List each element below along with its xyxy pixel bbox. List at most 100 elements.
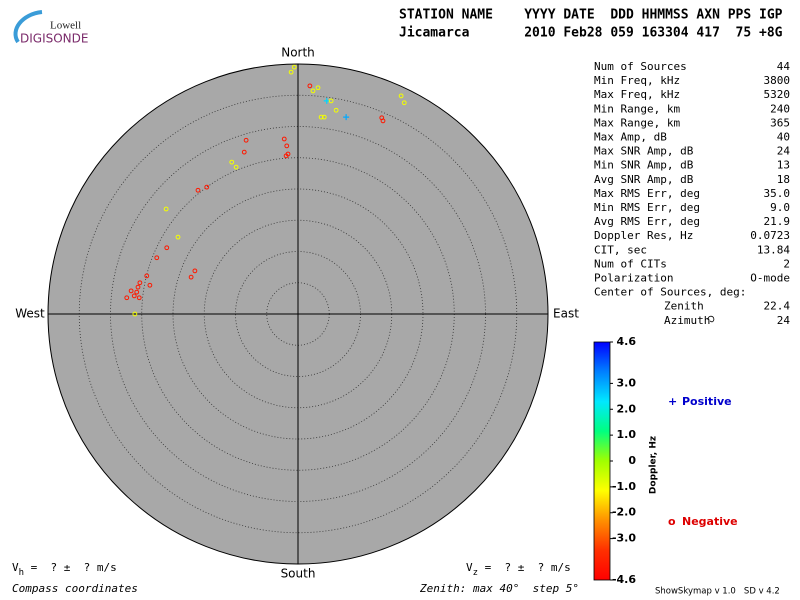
stat-label: CIT, sec (594, 243, 647, 256)
source-negative (192, 268, 198, 274)
source-negative (333, 107, 339, 113)
source-negative (164, 245, 170, 251)
stat-label: Max Amp, dB (594, 131, 667, 144)
source-positive (343, 114, 350, 121)
center-title: Center of Sources, deg: (594, 286, 746, 299)
vh-rest: = ? ± ? m/s (24, 561, 117, 574)
source-negative (401, 100, 407, 106)
stat-value: 365 (770, 116, 790, 129)
source-negative (243, 137, 249, 143)
stat-label: Avg SNR Amp, dB (594, 173, 694, 186)
source-negative (291, 64, 297, 70)
vh-sub: h (19, 568, 24, 578)
colorbar-tick-label: 4.6 (617, 335, 637, 348)
source-negative (283, 153, 289, 159)
colorbar-tick-label: -1.0 (612, 480, 636, 493)
colorbar-tick-label: -3.0 (612, 532, 636, 545)
logo-top: Lowell (50, 20, 81, 32)
source-negative (321, 114, 327, 120)
stat-label: Min RMS Err, deg (594, 201, 700, 214)
logo: Lowell DIGISONDE (13, 10, 88, 46)
colorbar-tick-label: -2.0 (612, 506, 636, 519)
stat-label: Num of Sources (594, 60, 687, 73)
stat-value: 9.0 (770, 201, 790, 214)
stat-label: Doppler Res, Hz (594, 229, 693, 242)
logo-bottom: DIGISONDE (20, 32, 88, 46)
source-negative (315, 85, 321, 91)
source-negative (188, 274, 194, 280)
stat-value: 13.84 (757, 243, 790, 256)
stat-value: 3800 (764, 74, 791, 87)
logo-swoosh (13, 10, 43, 44)
source-negative (288, 69, 294, 75)
azimuth-icon (707, 315, 715, 323)
source-negative (307, 83, 313, 89)
version: ShowSkymap v 1.0 SD v 4.2 (655, 587, 780, 597)
stat-label: Min Freq, kHz (594, 74, 680, 87)
source-negative (124, 295, 130, 301)
stat-value: 5320 (764, 88, 791, 101)
footer: Vh = ? ± ? m/s Vz = ? ± ? m/s Compass co… (12, 561, 780, 597)
source-negative (241, 149, 247, 155)
stat-label: Max RMS Err, deg (594, 187, 700, 200)
stat-value: 44 (777, 60, 791, 73)
vz-symbol: V (466, 561, 473, 574)
source-negative (175, 234, 181, 240)
source-negative (284, 143, 290, 149)
vh: Vh = ? ± ? m/s (12, 561, 117, 578)
center-label: Azimuth (664, 314, 710, 327)
header-line: STATION NAME YYYY DATE DDD HHMMSS AXN PP… (399, 8, 783, 23)
legend-symbol: o (668, 515, 676, 528)
colorbar-gradient (593, 341, 611, 581)
source-negative (233, 164, 239, 170)
stat-value: 0.0723 (750, 229, 790, 242)
source-negative (137, 280, 143, 286)
source-negative (144, 273, 150, 279)
stat-label: Min SNR Amp, dB (594, 159, 694, 172)
direction: East (553, 307, 579, 321)
legend-label: Positive (682, 395, 732, 408)
stat-value: 35.0 (764, 187, 791, 200)
stat-label: Avg RMS Err, deg (594, 215, 700, 228)
source-negative (380, 118, 386, 124)
stat-value: O-mode (750, 272, 790, 285)
stat-value: 24 (777, 145, 791, 158)
colorbar-tick-label: 1.0 (617, 428, 637, 441)
colorbar-tick-label: 3.0 (617, 376, 637, 389)
colorbar-tick-label: 2.0 (617, 402, 637, 415)
source-negative (134, 289, 140, 295)
colorbar-title: Doppler, Hz (649, 436, 659, 494)
zenith-note: Zenith: max 40° step 5° (419, 582, 579, 595)
stat-value: 240 (770, 102, 790, 115)
source-negative (195, 187, 201, 193)
stat-value: 40 (777, 131, 790, 144)
source-negative (147, 282, 153, 288)
source-negative (398, 93, 404, 99)
source-negative (135, 284, 141, 290)
source-negative (136, 295, 142, 301)
center-label: Zenith (664, 300, 704, 313)
direction: South (281, 567, 316, 581)
source-negative (154, 255, 160, 261)
colorbar-tick-label: -4.6 (612, 573, 636, 586)
stat-label: Max Freq, kHz (594, 88, 680, 101)
stat-label: Polarization (594, 272, 673, 285)
source-negative (328, 98, 334, 104)
colorbar: 4.6 3.0 2.0 1.0 0 -1.0 -2.0 -3.0 -4.6 Doppler, Hz… (593, 335, 738, 586)
direction: North (281, 46, 315, 60)
center-value: 24 (777, 314, 791, 327)
colorbar-tick-label: 0 (628, 454, 636, 467)
source-negative (310, 88, 316, 94)
header-line: Jicamarca 2010 Feb28 059 163304 417 75 +… (399, 26, 783, 41)
source-negative (281, 136, 287, 142)
stat-label: Min Range, km (594, 102, 680, 115)
stat-value: 18 (777, 173, 790, 186)
stats: Num of Sources 44 Min Freq, kHz 3800 Max Fre… (594, 60, 790, 327)
stat-value: 2 (783, 257, 790, 270)
source-negative (318, 114, 324, 120)
direction: West (15, 307, 45, 321)
legend-symbol: + (668, 395, 677, 408)
stat-label: Num of CITs (594, 257, 667, 270)
source-negative (229, 159, 235, 165)
